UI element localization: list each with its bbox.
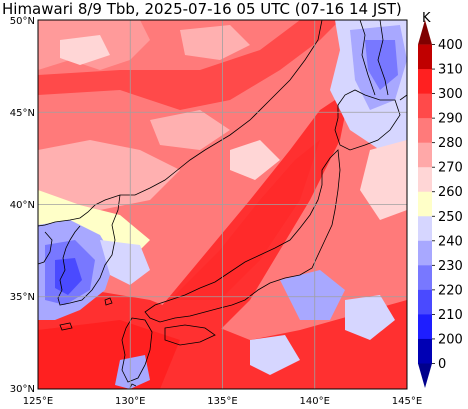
lon-tick: 140°E [300,396,330,407]
colorbar-swatch [418,314,432,340]
colorbar-swatch [418,93,432,119]
lon-tick: 145°E [392,396,422,407]
colorbar-swatch [418,216,432,242]
colorbar-tick-label: 220 [438,283,463,298]
colorbar-tick-label: 300 [438,87,463,102]
colorbar-swatch [418,69,432,95]
colorbar-tick-label: 280 [438,136,463,151]
lat-tick: 40°N [10,200,35,211]
colorbar-swatches [418,20,432,388]
colorbar-ticks: 400 310 300 290 280 270 260 250 240 230 220 210 200 0 [432,38,463,372]
lat-tick: 35°N [10,292,35,303]
lat-tick: 50°N [10,16,35,27]
lon-tick: 135°E [207,396,237,407]
colorbar-swatch [418,363,432,388]
colorbar-tick-label: 310 [438,63,463,78]
colorbar-swatch [418,118,432,144]
colorbar-swatch [418,20,432,45]
lat-tick: 45°N [10,108,35,119]
lat-tick: 30°N [10,384,35,395]
colorbar-tick-label: 210 [438,308,463,323]
colorbar-tick-label: 260 [438,185,463,200]
colorbar-swatch [418,191,432,217]
lat-ticks: 50°N 45°N 40°N 35°N 30°N [10,16,35,395]
colorbar-tick-label: 290 [438,112,463,127]
colorbar-swatch [418,142,432,168]
colorbar-tick-label: 400 [438,38,463,53]
colorbar-tick-label: 230 [438,259,463,274]
coastlines [38,20,407,389]
lon-tick: 125°E [23,396,53,407]
lon-ticks: 125°E 130°E 135°E 140°E 145°E [23,396,422,407]
colorbar-tick-label: 270 [438,161,463,176]
colorbar-swatch [418,338,432,364]
colorbar-tick-label: 0 [438,357,446,372]
map-title: Himawari 8/9 Tbb, 2025-07-16 05 UTC (07-… [2,0,402,18]
colorbar-swatch [418,265,432,291]
colorbar-tick-label: 200 [438,332,463,347]
colorbar-swatch [418,44,432,70]
colorbar-tick-label: 240 [438,234,463,249]
colorbar-tick-label: 250 [438,210,463,225]
colorbar-swatch [418,240,432,266]
colorbar-swatch [418,289,432,315]
colorbar: K 400 310 300 290 280 270 260 250 240 230 220 210 20… [418,11,463,388]
lon-tick: 130°E [115,396,145,407]
map-frame [37,19,408,390]
graticule [38,20,407,389]
colorbar-unit: K [422,11,431,26]
colorbar-swatch [418,167,432,193]
